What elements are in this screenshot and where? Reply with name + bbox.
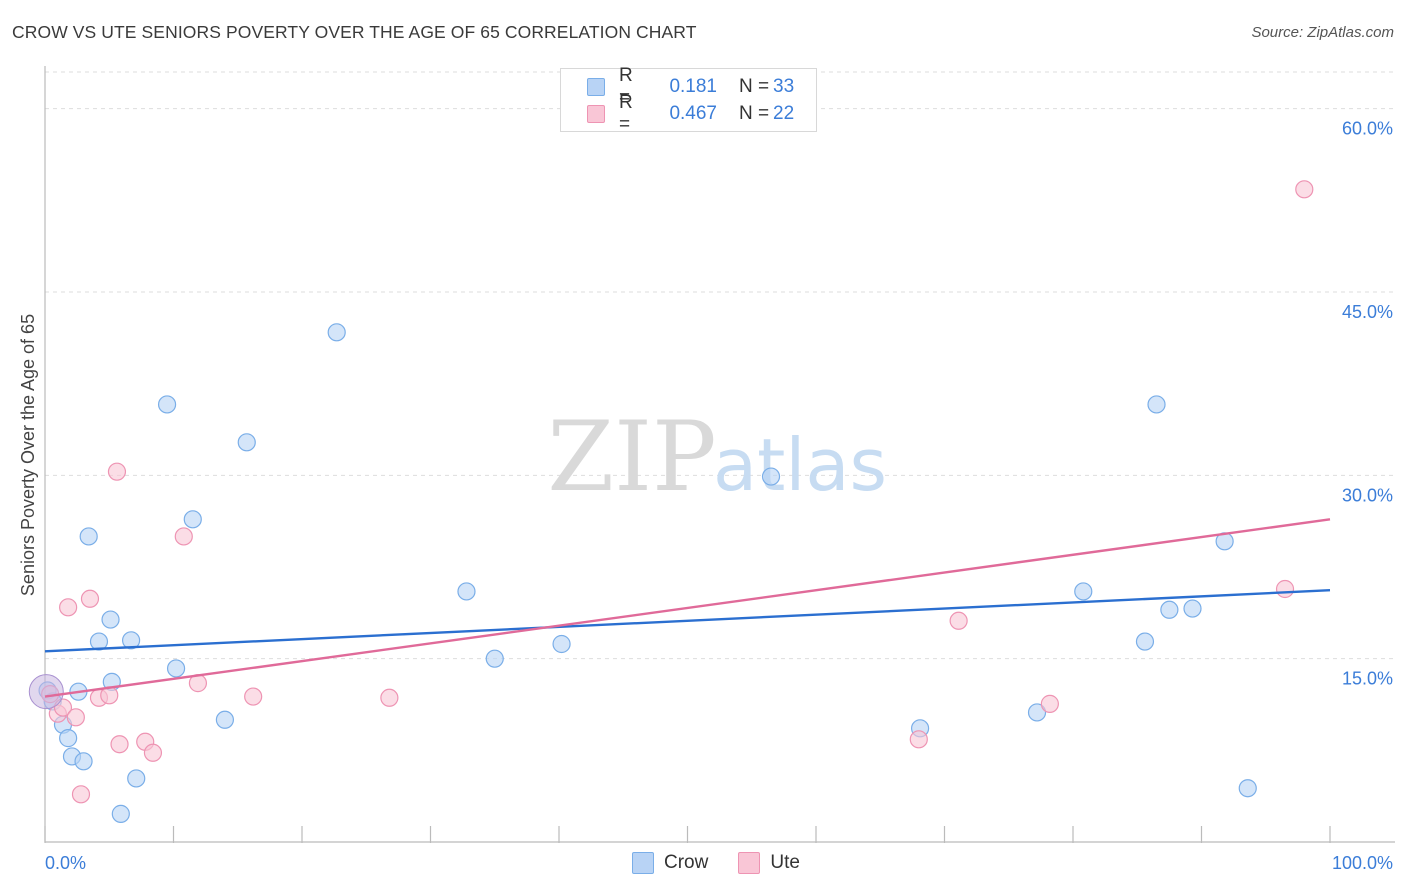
ute-point (59, 598, 78, 617)
x-tick-label: 0.0% (45, 853, 86, 873)
y-tick-label: 60.0% (1342, 119, 1393, 139)
ute-swatch (738, 852, 761, 874)
y-tick-label: 45.0% (1342, 302, 1393, 322)
legend-n-value: 22 (773, 103, 795, 124)
ute-trend-line (44, 518, 1331, 698)
ute-point (244, 687, 263, 706)
ute-label: Ute (770, 852, 800, 873)
crow-point (1160, 600, 1179, 619)
crow-point (1135, 632, 1155, 651)
ute-point (71, 785, 91, 804)
ute-swatch (587, 105, 605, 123)
y-tick-label: 15.0% (1342, 669, 1393, 689)
legend-row-ute: R = 0.467 N = 22 (587, 92, 795, 135)
bottom-legend-ute: Ute (738, 852, 800, 874)
legend-n-label: N = (739, 76, 770, 97)
crow-point (552, 634, 571, 654)
watermark-atlas: atlas (713, 423, 887, 507)
crow-point (1027, 703, 1047, 722)
crow-point (485, 649, 504, 668)
ute-point (380, 688, 399, 707)
crow-point (111, 804, 130, 823)
cluster-point (28, 674, 64, 710)
y-tick-label: 30.0% (1342, 485, 1393, 505)
trend-lines (44, 518, 1331, 698)
ute-point (1275, 579, 1295, 599)
bottom-legend-crow: Crow (632, 852, 708, 874)
crow-trend-line (44, 589, 1331, 653)
crow-point (157, 395, 177, 414)
ute-point (80, 589, 100, 608)
crow-point (1238, 779, 1257, 798)
legend-row-crow: R = 0.181 N = 33 (587, 65, 795, 108)
crow-point (183, 510, 202, 529)
crow-swatch (587, 78, 605, 96)
legend-r-value: 0.181 (669, 76, 717, 97)
crow-point (121, 631, 141, 650)
ute-point (174, 527, 193, 546)
crow-point (1183, 599, 1202, 618)
ute-point (1295, 180, 1314, 199)
crow-point (127, 769, 146, 788)
y-axis-label: Seniors Poverty Over the Age of 65 (18, 314, 38, 596)
crow-point (237, 433, 256, 452)
crow-point (327, 323, 346, 342)
grid-lines (45, 71, 1395, 660)
source-label: Source: ZipAtlas.com (1251, 24, 1394, 41)
crow-point (166, 659, 186, 678)
crow-point (215, 710, 234, 729)
legend-r-value: 0.467 (669, 103, 717, 124)
crow-point (457, 582, 476, 601)
watermark: ZIP atlas (547, 401, 887, 513)
ute-point (110, 735, 129, 754)
bottom-legend: Crow Ute (632, 852, 830, 874)
axes (44, 66, 1395, 843)
crow-point (59, 729, 78, 748)
crow-point (89, 632, 109, 651)
legend: R = 0.181 N = 33 R = 0.467 N = 22 (560, 65, 817, 135)
crow-point (79, 527, 98, 546)
crow-point (1147, 395, 1166, 414)
crow-point (101, 610, 120, 629)
legend-r-label: R = (619, 92, 633, 135)
tick-labels: 15.0% 30.0% 45.0% 60.0% 0.0% 100.0% (45, 119, 1393, 873)
crow-label: Crow (664, 852, 709, 873)
ute-point (909, 730, 928, 749)
data-points (28, 180, 1314, 823)
crow-point (761, 467, 781, 486)
legend-n-value: 33 (773, 76, 795, 97)
chart-title: CROW VS UTE SENIORS POVERTY OVER THE AGE… (12, 22, 697, 42)
ute-point (143, 743, 163, 762)
crow-point (74, 752, 93, 771)
crow-point (1074, 582, 1093, 601)
legend-r-label: R = (619, 65, 633, 108)
crow-swatch (632, 852, 654, 874)
ute-point (1040, 694, 1059, 713)
watermark-zip: ZIP (547, 401, 716, 513)
ute-point (66, 708, 85, 727)
ute-point (107, 462, 127, 481)
legend-n-label: N = (739, 103, 770, 124)
x-tick-label: 100.0% (1332, 853, 1393, 873)
ute-point (949, 611, 968, 630)
